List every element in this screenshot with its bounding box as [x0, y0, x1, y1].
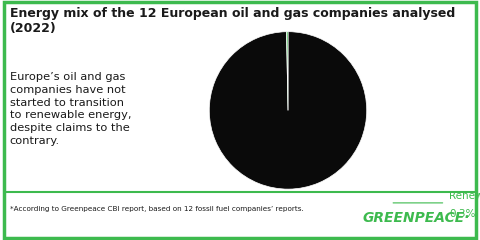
Text: 0.3%: 0.3%	[449, 209, 476, 219]
Text: Renewable power: Renewable power	[449, 191, 480, 201]
Wedge shape	[287, 32, 288, 110]
Wedge shape	[209, 32, 367, 189]
Text: *According to Greenpeace CBI report, based on 12 fossil fuel companies’ reports.: *According to Greenpeace CBI report, bas…	[10, 206, 303, 212]
Text: Europe’s oil and gas
companies have not
started to transition
to renewable energ: Europe’s oil and gas companies have not …	[10, 72, 131, 146]
Text: GREENPEACE·: GREENPEACE·	[363, 211, 470, 225]
Text: Energy mix of the 12 European oil and gas companies analysed
(2022): Energy mix of the 12 European oil and ga…	[10, 7, 455, 35]
